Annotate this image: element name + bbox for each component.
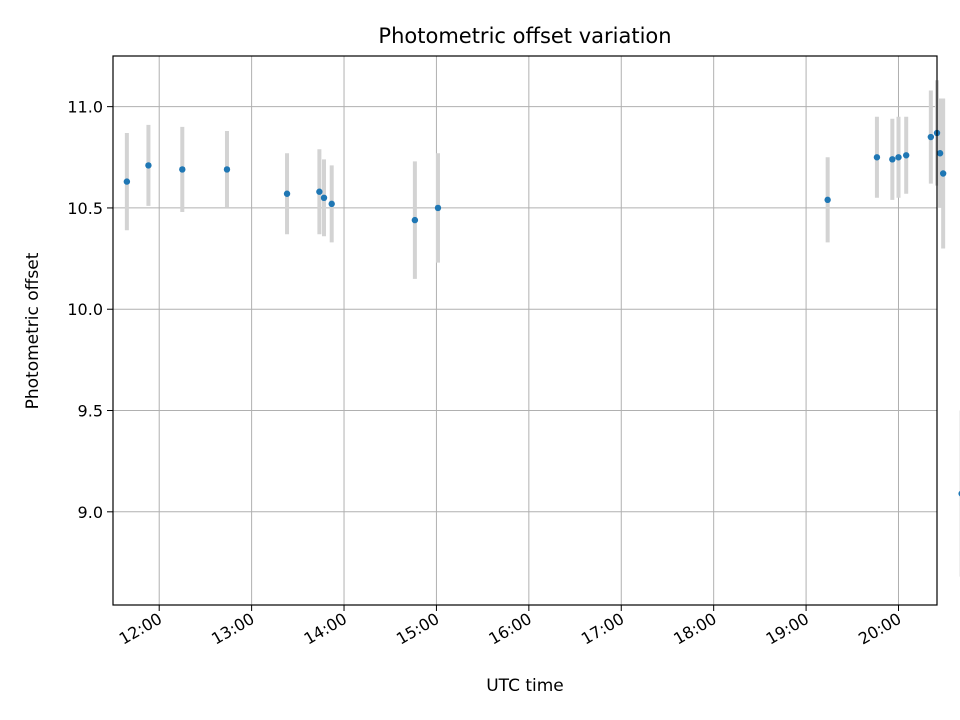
data-point <box>434 204 442 212</box>
grid <box>113 56 937 605</box>
data-point <box>316 188 323 195</box>
y-tick-label: 11.0 <box>67 98 103 117</box>
data-point <box>223 166 231 173</box>
chart-title: Photometric offset variation <box>378 24 671 48</box>
y-tick-label: 10.5 <box>67 199 103 218</box>
data-point <box>927 133 935 141</box>
data-point <box>824 196 831 204</box>
data-point <box>902 152 910 159</box>
data-point <box>179 166 186 173</box>
data-point <box>411 216 419 224</box>
data-points <box>123 129 960 497</box>
data-point <box>939 170 947 177</box>
data-point <box>936 150 944 157</box>
data-point <box>283 190 291 197</box>
y-tick-label: 10.0 <box>67 300 103 319</box>
data-point <box>895 154 902 161</box>
data-point <box>123 178 131 185</box>
data-point <box>328 200 335 208</box>
y-tick-label: 9.5 <box>78 402 103 421</box>
data-point <box>320 194 328 202</box>
y-axis-title: Photometric offset <box>23 252 43 409</box>
y-axis-ticks: 9.0 9.5 10.0 10.5 11.0 <box>67 98 113 522</box>
data-point <box>145 162 152 169</box>
plot-frame <box>112 55 938 606</box>
data-point <box>873 154 881 161</box>
data-point <box>889 156 896 163</box>
y-tick-label: 9.0 <box>78 503 103 522</box>
x-axis-title: UTC time <box>486 676 564 696</box>
